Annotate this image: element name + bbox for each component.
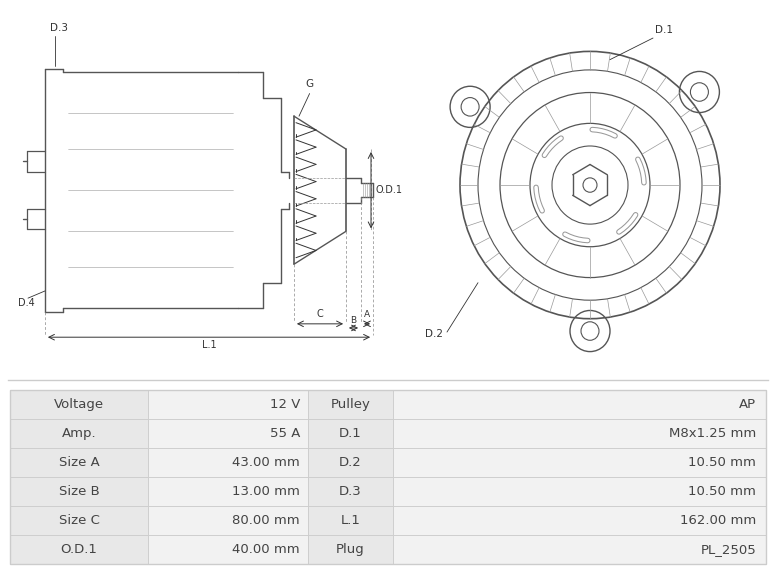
Bar (308, 506, 393, 535)
Text: Plug: Plug (336, 543, 365, 556)
Bar (148, 390, 308, 419)
Bar (393, 535, 766, 564)
Bar (308, 419, 393, 448)
Bar (393, 419, 766, 448)
Text: Size B: Size B (59, 485, 99, 498)
Text: L.1: L.1 (202, 340, 217, 350)
Text: 55 A: 55 A (269, 427, 300, 440)
Text: D.2: D.2 (339, 456, 362, 469)
Text: D.2: D.2 (425, 329, 443, 339)
Text: G: G (306, 80, 314, 89)
Text: PL_2505: PL_2505 (700, 543, 756, 556)
Bar (393, 477, 766, 506)
Bar (308, 477, 393, 506)
Bar (148, 506, 308, 535)
Text: M8x1.25 mm: M8x1.25 mm (669, 427, 756, 440)
Bar (148, 448, 308, 477)
Text: O.D.1: O.D.1 (61, 543, 98, 556)
Text: 40.00 mm: 40.00 mm (232, 543, 300, 556)
Bar (10, 506, 148, 535)
Bar (148, 535, 308, 564)
Text: O.D.1: O.D.1 (375, 185, 402, 195)
Text: Amp.: Amp. (61, 427, 96, 440)
Text: D.3: D.3 (50, 23, 68, 33)
Text: B: B (351, 316, 356, 325)
Text: D.3: D.3 (339, 485, 362, 498)
Bar (393, 506, 766, 535)
Bar (10, 535, 148, 564)
Text: 162.00 mm: 162.00 mm (680, 514, 756, 527)
Bar (10, 390, 148, 419)
Text: 13.00 mm: 13.00 mm (232, 485, 300, 498)
Text: L.1: L.1 (341, 514, 360, 527)
Bar (148, 477, 308, 506)
Bar (308, 448, 393, 477)
Bar (148, 419, 308, 448)
Text: Pulley: Pulley (331, 398, 370, 411)
Bar (308, 390, 393, 419)
Text: 43.00 mm: 43.00 mm (232, 456, 300, 469)
Text: A: A (364, 309, 370, 319)
Text: AP: AP (739, 398, 756, 411)
Text: 10.50 mm: 10.50 mm (688, 485, 756, 498)
Bar (393, 448, 766, 477)
Text: Size A: Size A (59, 456, 99, 469)
Text: 80.00 mm: 80.00 mm (232, 514, 300, 527)
Bar (10, 448, 148, 477)
Text: 10.50 mm: 10.50 mm (688, 456, 756, 469)
Text: D.4: D.4 (18, 298, 35, 308)
Text: Size C: Size C (58, 514, 99, 527)
Bar (393, 390, 766, 419)
Bar (308, 535, 393, 564)
Text: D.1: D.1 (655, 25, 673, 35)
Text: Voltage: Voltage (54, 398, 104, 411)
Text: 12 V: 12 V (269, 398, 300, 411)
Text: C: C (317, 309, 324, 319)
Text: D.1: D.1 (339, 427, 362, 440)
Bar (10, 477, 148, 506)
Bar (10, 419, 148, 448)
